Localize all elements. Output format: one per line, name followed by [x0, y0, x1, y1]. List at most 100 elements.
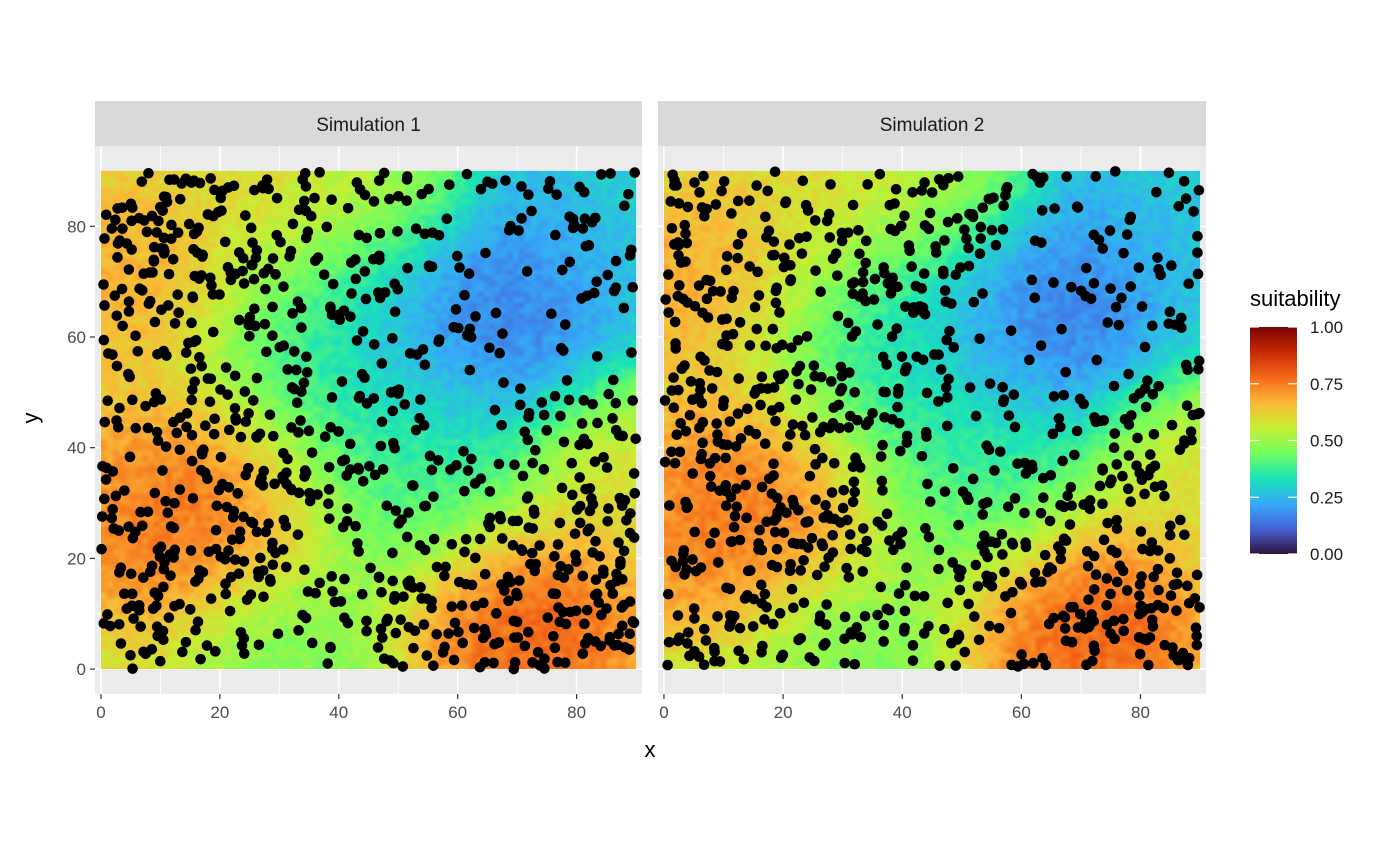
data-point: [123, 521, 134, 533]
data-point: [954, 571, 965, 583]
data-point: [700, 635, 712, 646]
data-point: [579, 213, 591, 225]
data-point: [543, 183, 554, 195]
data-point: [1133, 262, 1145, 273]
data-point: [771, 543, 783, 555]
data-point: [566, 457, 578, 469]
data-point: [388, 437, 399, 449]
data-point: [1102, 317, 1114, 328]
data-point: [998, 396, 1009, 408]
data-point: [728, 285, 739, 297]
data-point: [1084, 620, 1095, 632]
data-point: [1151, 186, 1162, 198]
data-point: [192, 247, 203, 259]
data-point: [152, 544, 164, 556]
data-point: [399, 399, 411, 410]
data-point: [581, 604, 593, 616]
data-point: [680, 256, 691, 267]
data-point: [849, 486, 861, 498]
data-point: [336, 376, 348, 387]
data-point: [875, 581, 887, 593]
data-point: [1053, 413, 1065, 424]
data-point: [695, 351, 706, 363]
data-point: [503, 224, 515, 236]
data-point: [497, 328, 508, 339]
data-point: [1146, 537, 1158, 548]
data-point: [797, 420, 808, 432]
data-point: [1102, 517, 1113, 529]
data-point: [917, 306, 929, 318]
data-point: [280, 561, 292, 573]
data-point: [163, 612, 175, 623]
data-point: [616, 620, 628, 632]
data-point: [975, 221, 987, 233]
data-point: [282, 453, 293, 465]
data-point: [291, 397, 303, 408]
data-point: [415, 582, 426, 593]
data-point: [1109, 428, 1121, 439]
facet-panel: Simulation 1: [95, 101, 642, 694]
data-point: [387, 547, 398, 559]
data-point: [321, 221, 333, 233]
data-point: [555, 410, 566, 422]
data-point: [267, 253, 279, 264]
data-point: [234, 526, 246, 537]
data-point: [106, 512, 118, 524]
data-point: [1118, 625, 1130, 637]
data-point: [674, 280, 685, 291]
data-point: [724, 416, 736, 427]
data-point: [140, 400, 151, 412]
data-point: [390, 385, 402, 397]
data-point: [302, 586, 314, 597]
data-point: [827, 547, 839, 558]
data-point: [574, 517, 586, 529]
data-point: [187, 492, 199, 504]
data-point: [671, 429, 683, 441]
data-point: [446, 601, 458, 612]
data-point: [166, 219, 177, 231]
data-point: [710, 199, 722, 210]
data-point: [591, 276, 603, 287]
data-point: [785, 259, 796, 271]
data-point: [431, 561, 443, 573]
data-point: [809, 443, 821, 455]
data-point: [293, 487, 305, 499]
data-point: [459, 546, 470, 558]
data-point: [848, 277, 860, 288]
data-point: [248, 395, 259, 406]
data-point: [243, 408, 254, 419]
data-point: [589, 456, 601, 468]
data-point: [292, 529, 304, 540]
data-point: [1149, 460, 1161, 472]
data-point: [135, 506, 146, 518]
data-point: [1097, 243, 1109, 254]
data-point: [523, 189, 534, 201]
data-point: [127, 663, 138, 674]
data-point: [206, 280, 217, 291]
data-point: [1180, 193, 1192, 204]
data-point: [223, 545, 234, 556]
data-point: [803, 516, 814, 527]
data-point: [298, 377, 310, 389]
data-point: [863, 416, 875, 427]
data-point: [963, 494, 974, 506]
data-point: [245, 516, 257, 528]
data-point: [346, 288, 357, 299]
data-point: [673, 250, 684, 261]
data-point: [828, 457, 840, 469]
data-point: [1026, 274, 1038, 286]
y-tick-label: 60: [67, 328, 86, 347]
data-point: [342, 202, 354, 214]
data-point: [158, 243, 169, 254]
data-point: [124, 451, 136, 463]
data-point: [763, 473, 775, 485]
data-point: [964, 208, 975, 220]
data-point: [1117, 470, 1128, 482]
data-point: [1152, 252, 1163, 263]
data-point: [1035, 340, 1047, 351]
data-point: [798, 597, 810, 609]
data-point: [224, 605, 236, 617]
data-point: [124, 371, 136, 383]
data-point: [403, 507, 414, 518]
data-point: [288, 346, 300, 357]
